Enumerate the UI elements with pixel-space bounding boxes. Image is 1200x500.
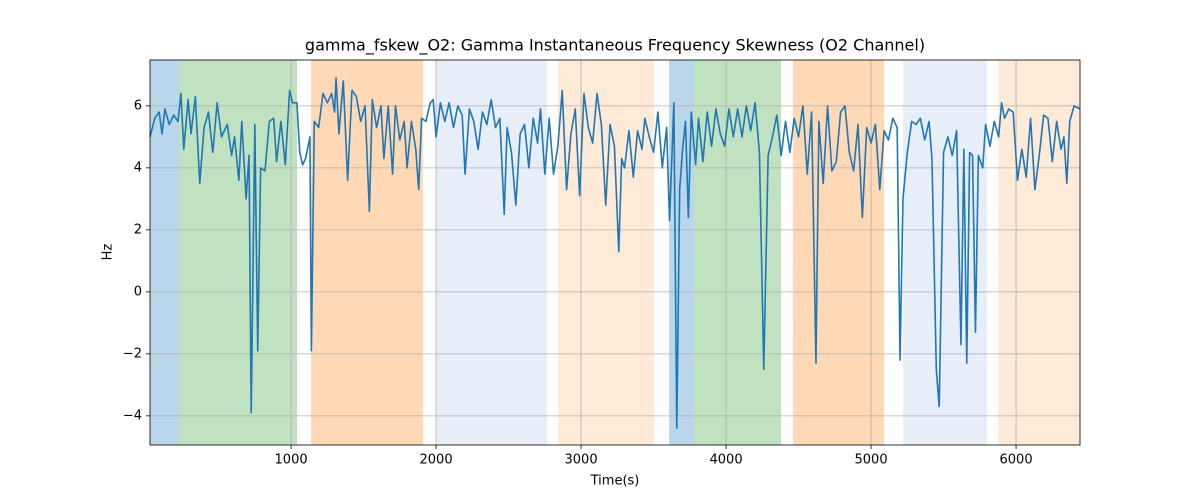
shaded-span — [150, 60, 179, 445]
x-tick-label: 5000 — [855, 453, 888, 468]
y-tick-label: 6 — [134, 98, 142, 113]
y-axis-label: Hz — [101, 244, 116, 261]
data-line — [149, 77, 1081, 430]
y-tick-label: 2 — [134, 222, 142, 237]
x-tick-label: 4000 — [710, 453, 743, 468]
x-tick-label: 3000 — [565, 453, 598, 468]
shaded-span — [311, 60, 424, 445]
x-tick-label: 1000 — [275, 453, 308, 468]
shaded-span — [558, 60, 655, 445]
shaded-span — [998, 60, 1080, 445]
y-tick-label: 0 — [134, 284, 142, 299]
y-tick-label: 4 — [134, 160, 142, 175]
shaded-span — [178, 60, 298, 445]
shaded-span — [436, 60, 548, 445]
x-tick-label: 2000 — [420, 453, 453, 468]
x-axis-label: Time(s) — [590, 474, 640, 489]
y-tick-label: −2 — [123, 346, 142, 361]
shaded-span — [793, 60, 885, 445]
plot-frame — [149, 59, 1081, 446]
y-tick-label: −4 — [123, 408, 142, 423]
x-tick-label: 6000 — [1000, 453, 1033, 468]
chart-title: gamma_fskew_O2: Gamma Instantaneous Freq… — [305, 36, 925, 56]
